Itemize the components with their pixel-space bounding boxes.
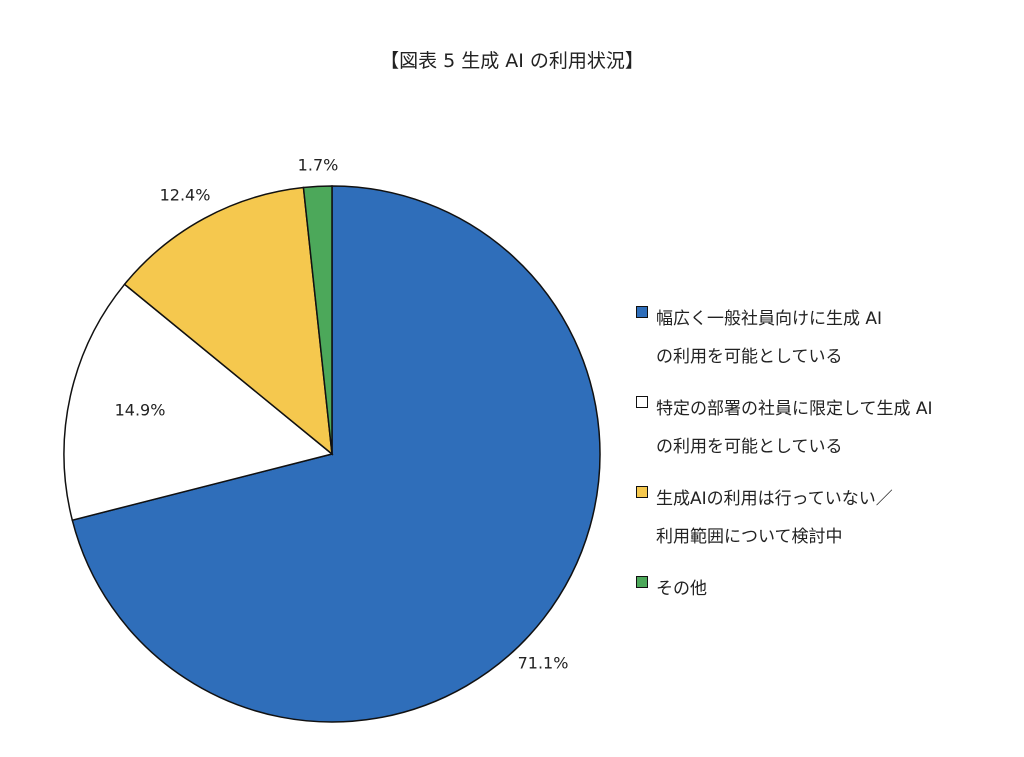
- legend-label: 特定の部署の社員に限定して生成 AI: [656, 399, 933, 419]
- legend: 幅広く一般社員向けに生成 AI の利用を可能としている 特定の部署の社員に限定して生…: [636, 300, 933, 622]
- legend-label: の利用を可能としている: [656, 437, 843, 457]
- pie-slice: [63, 283, 334, 522]
- legend-item: 生成AIの利用は行っていない／ 利用範囲について検討中: [636, 480, 933, 556]
- legend-swatch: [636, 576, 648, 588]
- legend-swatch: [636, 396, 648, 408]
- pie-slice: [123, 186, 333, 456]
- data-label: 71.1%: [517, 653, 569, 673]
- data-label: 1.7%: [297, 155, 339, 175]
- legend-label: 利用範囲について検討中: [656, 527, 843, 547]
- legend-label: 生成AIの利用は行っていない／: [656, 489, 893, 509]
- legend-label: その他: [656, 579, 707, 599]
- data-label: 14.9%: [114, 400, 166, 420]
- data-label: 12.4%: [159, 185, 211, 205]
- chart-title: 【図表 5 生成 AI の利用状況】: [380, 50, 644, 72]
- legend-swatch: [636, 486, 648, 498]
- legend-swatch: [636, 306, 648, 318]
- legend-label: の利用を可能としている: [656, 347, 843, 367]
- legend-item: 特定の部署の社員に限定して生成 AI の利用を可能としている: [636, 390, 933, 466]
- legend-item: その他: [636, 570, 933, 608]
- pie-slice: [302, 185, 333, 455]
- legend-label: 幅広く一般社員向けに生成 AI: [656, 309, 883, 329]
- legend-item: 幅広く一般社員向けに生成 AI の利用を可能としている: [636, 300, 933, 376]
- pie-slice: [71, 185, 601, 723]
